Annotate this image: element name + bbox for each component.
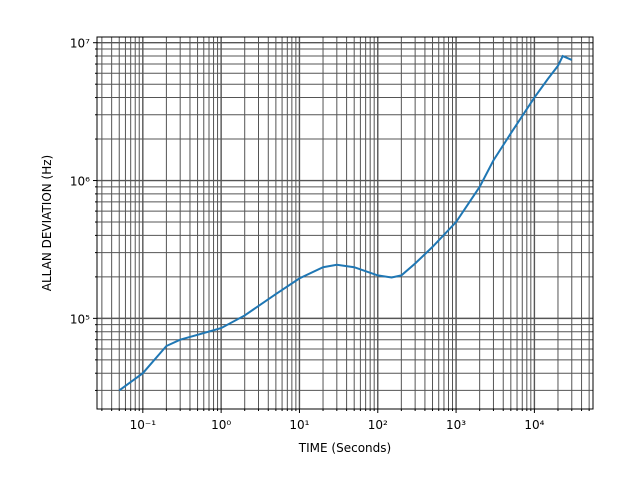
y-tick-label: 10⁷ (70, 37, 90, 51)
y-axis-label: ALLAN DEVIATION (Hz) (40, 155, 54, 292)
x-tick-label: 10² (368, 418, 388, 432)
x-axis-label: TIME (Seconds) (298, 441, 391, 455)
plot-frame (96, 36, 594, 410)
x-tick-label: 10¹ (289, 418, 309, 432)
x-tick-label: 10⁻¹ (130, 418, 157, 432)
x-tick-label: 10³ (446, 418, 466, 432)
y-tick-label: 10⁶ (70, 175, 90, 189)
x-tick-label: 10⁰ (211, 418, 231, 432)
data-line (118, 54, 573, 392)
x-tick-label: 10⁴ (524, 418, 544, 432)
y-tick-label: 10⁵ (70, 312, 90, 326)
